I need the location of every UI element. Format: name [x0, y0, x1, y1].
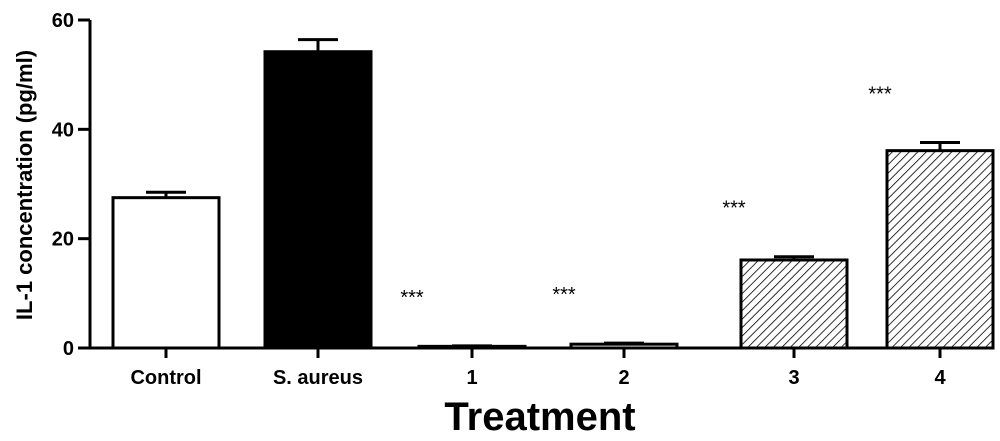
x-tick-label-4: 3: [788, 367, 799, 389]
x-tick-label-5: 4: [934, 367, 946, 389]
y-axis-ticks: 0 20 40 60: [52, 10, 90, 360]
significance-label-1: ***: [246, 0, 270, 3]
y-tick-label-0: 0: [63, 338, 74, 360]
x-axis-label: Treatment: [444, 395, 635, 439]
significance-label-4: ***: [722, 198, 746, 220]
x-axis-ticks: Control S. aureus 1 2 3 4: [130, 348, 946, 389]
significance-label-5: ***: [868, 83, 892, 105]
x-tick-label-2: 1: [466, 367, 477, 389]
bar-0: [111, 196, 221, 350]
x-tick-label-3: 2: [618, 367, 629, 389]
x-tick-label-0: Control: [130, 367, 201, 389]
y-axis-label: IL-1 concentration (pg/ml): [12, 50, 37, 320]
significance-label-2: ***: [400, 287, 424, 309]
bars: *** *** *** *** ***: [111, 0, 995, 350]
bar-4: [739, 258, 849, 350]
bar-1: [263, 50, 373, 350]
bar-5: [885, 149, 995, 350]
y-tick-label-60: 60: [52, 10, 74, 32]
x-tick-label-1: S. aureus: [273, 367, 363, 389]
y-tick-label-20: 20: [52, 229, 74, 251]
significance-label-3: ***: [552, 284, 576, 306]
y-tick-label-40: 40: [52, 119, 74, 141]
